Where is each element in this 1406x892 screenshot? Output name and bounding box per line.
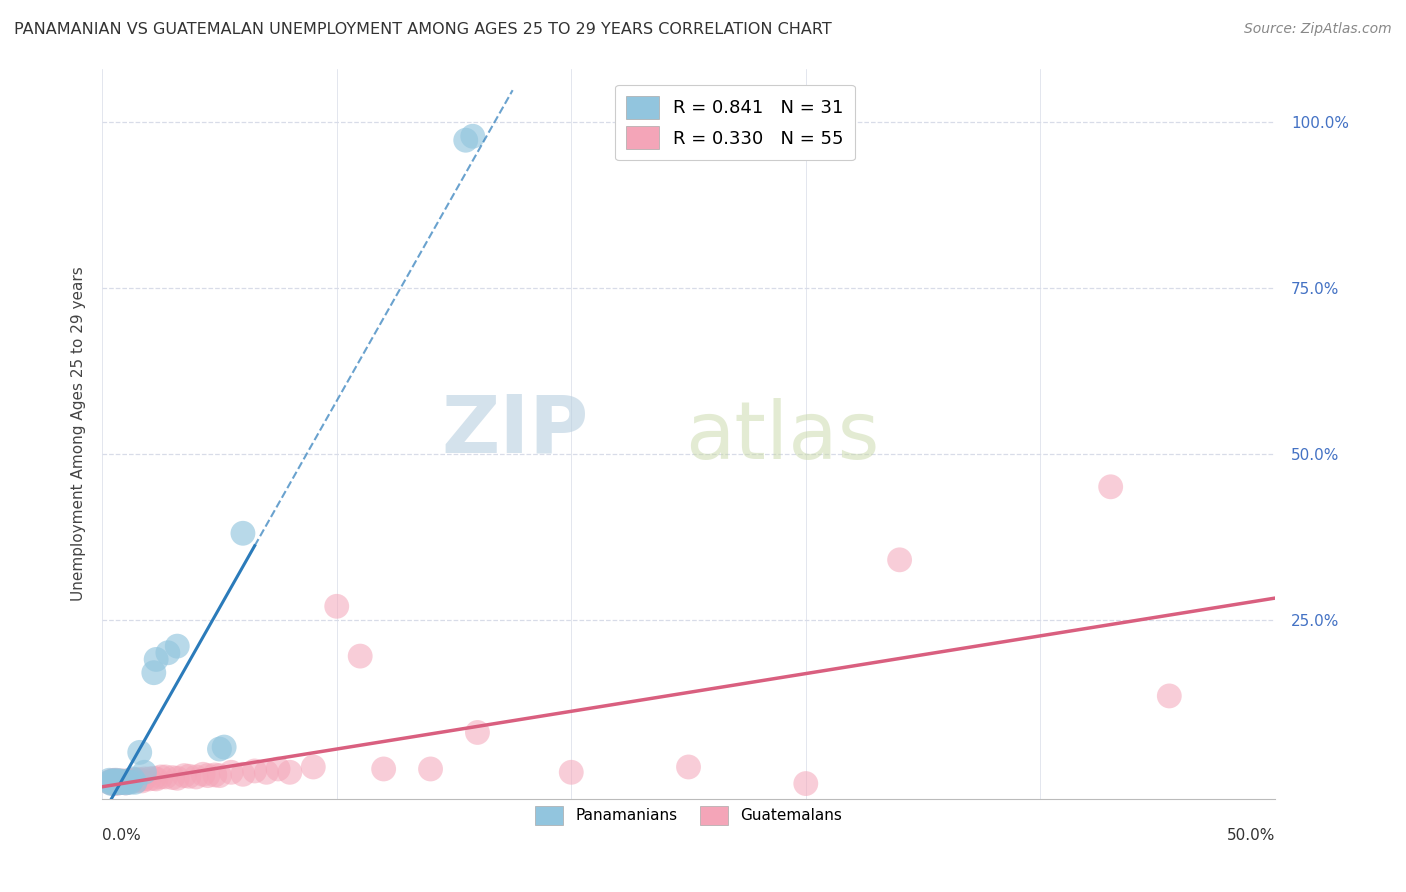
Point [107,773,129,788]
Point [110,775,132,789]
Point [232,767,254,781]
Point [560,765,582,780]
Point [219,765,242,780]
Point [254,765,277,780]
Point [103,775,125,789]
Point [302,760,325,774]
Point [208,742,231,756]
Point [454,133,477,147]
Text: 0.0%: 0.0% [103,828,141,843]
Point [889,553,911,567]
Point [145,652,167,666]
Point [112,775,135,789]
Point [177,769,200,783]
Point [373,762,395,776]
Text: atlas: atlas [685,399,880,476]
Point [105,776,128,790]
Point [461,129,484,144]
Point [232,526,254,541]
Point [114,773,136,788]
Point [98,773,121,788]
Point [142,771,165,785]
Point [103,776,125,790]
Point [191,767,214,781]
Point [105,774,128,789]
Point [112,774,135,789]
Point [114,774,136,789]
Point [243,764,266,778]
Point [134,765,156,780]
Point [142,665,165,680]
Point [149,770,172,784]
Point [110,773,132,788]
Point [173,769,195,783]
Point [100,776,122,790]
Point [1099,480,1122,494]
Point [155,770,177,784]
Point [131,773,153,788]
Point [124,772,146,787]
Point [184,770,207,784]
Point [120,775,142,789]
Point [100,773,122,788]
Point [212,740,235,755]
Legend: Panamanians, Guatemalans: Panamanians, Guatemalans [529,799,848,831]
Point [208,769,231,783]
Point [100,774,122,789]
Point [114,776,136,790]
Point [120,773,142,788]
Text: Source: ZipAtlas.com: Source: ZipAtlas.com [1244,22,1392,37]
Point [166,771,188,785]
Point [278,765,301,780]
Point [127,773,149,788]
Point [1159,689,1181,703]
Point [117,775,139,789]
Point [128,745,150,759]
Point [117,774,139,789]
Point [145,772,167,786]
Point [134,772,156,786]
Point [419,762,441,776]
Point [103,776,125,790]
Point [114,776,136,790]
Point [105,775,128,789]
Point [98,775,121,789]
Point [794,776,817,790]
Point [121,773,143,788]
Point [103,773,125,788]
Point [326,599,349,614]
Point [267,762,290,776]
Point [204,768,226,782]
Point [467,725,489,739]
Point [162,771,184,785]
Point [110,775,132,789]
Point [124,775,146,789]
Text: PANAMANIAN VS GUATEMALAN UNEMPLOYMENT AMONG AGES 25 TO 29 YEARS CORRELATION CHAR: PANAMANIAN VS GUATEMALAN UNEMPLOYMENT AM… [14,22,832,37]
Point [349,649,371,664]
Text: 50.0%: 50.0% [1226,828,1275,843]
Text: ZIP: ZIP [441,391,589,469]
Point [105,773,128,788]
Y-axis label: Unemployment Among Ages 25 to 29 years: Unemployment Among Ages 25 to 29 years [72,267,86,601]
Point [156,646,179,660]
Point [121,772,143,786]
Point [98,775,121,789]
Point [197,769,219,783]
Point [128,772,150,787]
Point [103,773,125,788]
Point [107,776,129,790]
Point [166,639,188,653]
Point [678,760,700,774]
Point [107,774,129,789]
Point [105,773,128,788]
Point [107,776,129,790]
Point [100,776,122,790]
Point [138,772,160,786]
Point [110,773,132,788]
